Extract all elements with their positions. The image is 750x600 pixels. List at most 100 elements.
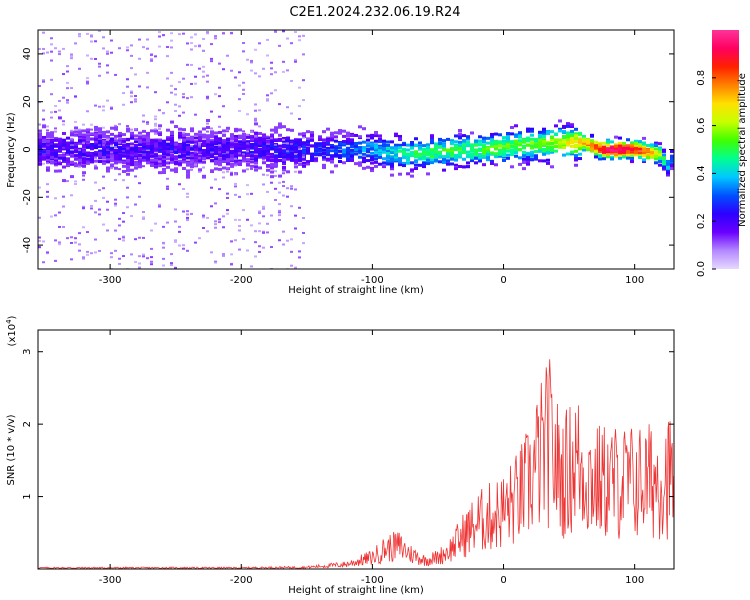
heatmap-noise-cell [162,242,165,245]
heatmap-cell [166,153,170,157]
heatmap-cell [526,156,530,160]
heatmap-noise-cell [162,257,165,260]
heatmap-cell [526,127,530,131]
heatmap-cell [342,154,346,158]
heatmap-cell [406,143,410,147]
heatmap-cell [538,147,542,151]
heatmap-cell [642,145,646,149]
heatmap-cell [182,160,186,164]
heatmap-cell [46,158,50,162]
heatmap-noise-cell [54,47,57,50]
heatmap-cell [390,151,394,155]
heatmap-cell [598,157,602,161]
heatmap-cell [242,132,246,136]
snr-background [38,330,674,569]
heatmap-cell [306,130,310,134]
heatmap-cell [622,143,626,147]
heatmap-cell [422,165,426,169]
heatmap-cell [214,140,218,144]
heatmap-noise-cell [90,207,93,210]
heatmap-cell [358,163,362,167]
heatmap-cell [474,161,478,165]
heatmap-cell [206,153,210,157]
heatmap-cell [194,154,198,158]
heatmap-cell [586,147,590,151]
heatmap-cell [614,152,618,156]
y-tick-label: 20 [22,95,33,108]
heatmap-cell [82,129,86,133]
heatmap-noise-cell [86,80,89,83]
heatmap-noise-cell [62,96,65,99]
heatmap-noise-cell [170,46,173,49]
heatmap-noise-cell [266,54,269,57]
heatmap-cell [414,143,418,147]
colorbar-label: Normalized spectral amplitude [737,73,748,227]
heatmap-noise-cell [90,57,93,60]
heatmap-noise-cell [290,187,293,190]
heatmap-cell [154,144,158,148]
heatmap-cell [398,149,402,153]
heatmap-cell [38,152,42,156]
heatmap-noise-cell [170,84,173,87]
heatmap-cell [542,152,546,156]
heatmap-cell [118,150,122,154]
heatmap-cell [354,133,358,137]
heatmap-cell [194,136,198,140]
heatmap-cell [550,150,554,154]
heatmap-cell [510,153,514,157]
heatmap-cell [330,154,334,158]
heatmap-cell [594,144,598,148]
colorbar-scale [712,30,739,269]
heatmap-noise-cell [106,229,109,232]
heatmap-noise-cell [258,211,261,214]
heatmap-noise-cell [190,161,193,164]
heatmap-cell [382,139,386,143]
heatmap-cell [618,150,622,154]
heatmap-cell [78,136,82,140]
heatmap-cell [478,154,482,158]
heatmap-noise-cell [194,33,197,36]
heatmap-cell [526,137,530,141]
heatmap-cell [62,179,66,183]
heatmap-cell [586,139,590,143]
heatmap-noise-cell [194,113,197,116]
heatmap-cell [370,133,374,137]
heatmap-cell [494,146,498,150]
heatmap-cell [118,154,122,158]
heatmap-cell [122,153,126,157]
heatmap-noise-cell [182,77,185,80]
heatmap-noise-cell [162,264,165,267]
heatmap-noise-cell [290,185,293,188]
heatmap-noise-cell [90,128,93,131]
heatmap-noise-cell [62,146,65,149]
heatmap-cell [326,157,330,161]
heatmap-cell [278,124,282,128]
heatmap-cell [362,156,366,160]
heatmap-noise-cell [138,57,141,60]
heatmap-noise-cell [218,221,221,224]
heatmap-cell [50,145,54,149]
heatmap-cell [226,145,230,149]
heatmap-cell [358,125,362,129]
heatmap-cell [650,147,654,151]
heatmap-noise-cell [50,59,53,62]
heatmap-cell [422,144,426,148]
heatmap-cell [506,131,510,135]
heatmap-cell [154,129,158,133]
heatmap-cell [74,154,78,158]
heatmap-noise-cell [242,88,245,91]
heatmap-cell [114,166,118,170]
heatmap-cell [398,163,402,167]
heatmap-cell [274,148,278,152]
heatmap-cell [138,150,142,154]
heatmap-cell [666,173,670,177]
heatmap-noise-cell [226,166,229,169]
heatmap-noise-cell [270,181,273,184]
heatmap-noise-cell [126,206,129,209]
heatmap-noise-cell [222,32,225,35]
heatmap-cell [570,144,574,148]
heatmap-noise-cell [178,81,181,84]
heatmap-cell [330,145,334,149]
heatmap-noise-cell [286,37,289,40]
